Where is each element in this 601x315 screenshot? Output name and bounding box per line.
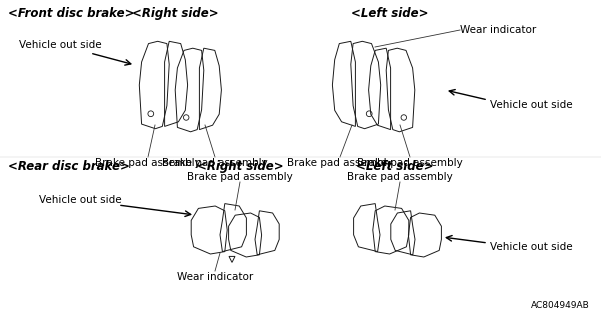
Text: <Right side>: <Right side> — [132, 7, 218, 20]
Text: Wear indicator: Wear indicator — [460, 25, 536, 35]
Text: AC804949AB: AC804949AB — [531, 301, 590, 310]
Text: Brake pad assembly: Brake pad assembly — [357, 158, 463, 168]
Text: <Left side>: <Left side> — [351, 7, 429, 20]
Text: Vehicle out side: Vehicle out side — [19, 40, 102, 50]
Text: Brake pad assembly: Brake pad assembly — [187, 172, 293, 182]
Text: Brake pad assembly: Brake pad assembly — [287, 158, 393, 168]
Text: <Left side>: <Left side> — [356, 160, 434, 173]
Text: <Front disc brake>: <Front disc brake> — [8, 7, 135, 20]
Text: Vehicle out side: Vehicle out side — [38, 195, 121, 205]
Text: Vehicle out side: Vehicle out side — [490, 100, 573, 110]
Text: <Right side>: <Right side> — [197, 160, 283, 173]
Text: Brake pad assembly: Brake pad assembly — [347, 172, 453, 182]
Text: Brake pad assembly: Brake pad assembly — [162, 158, 268, 168]
Text: Wear indicator: Wear indicator — [177, 272, 253, 282]
Text: <Rear disc brake>: <Rear disc brake> — [8, 160, 130, 173]
Text: Vehicle out side: Vehicle out side — [490, 242, 573, 252]
Text: Brake pad assembly: Brake pad assembly — [95, 158, 201, 168]
